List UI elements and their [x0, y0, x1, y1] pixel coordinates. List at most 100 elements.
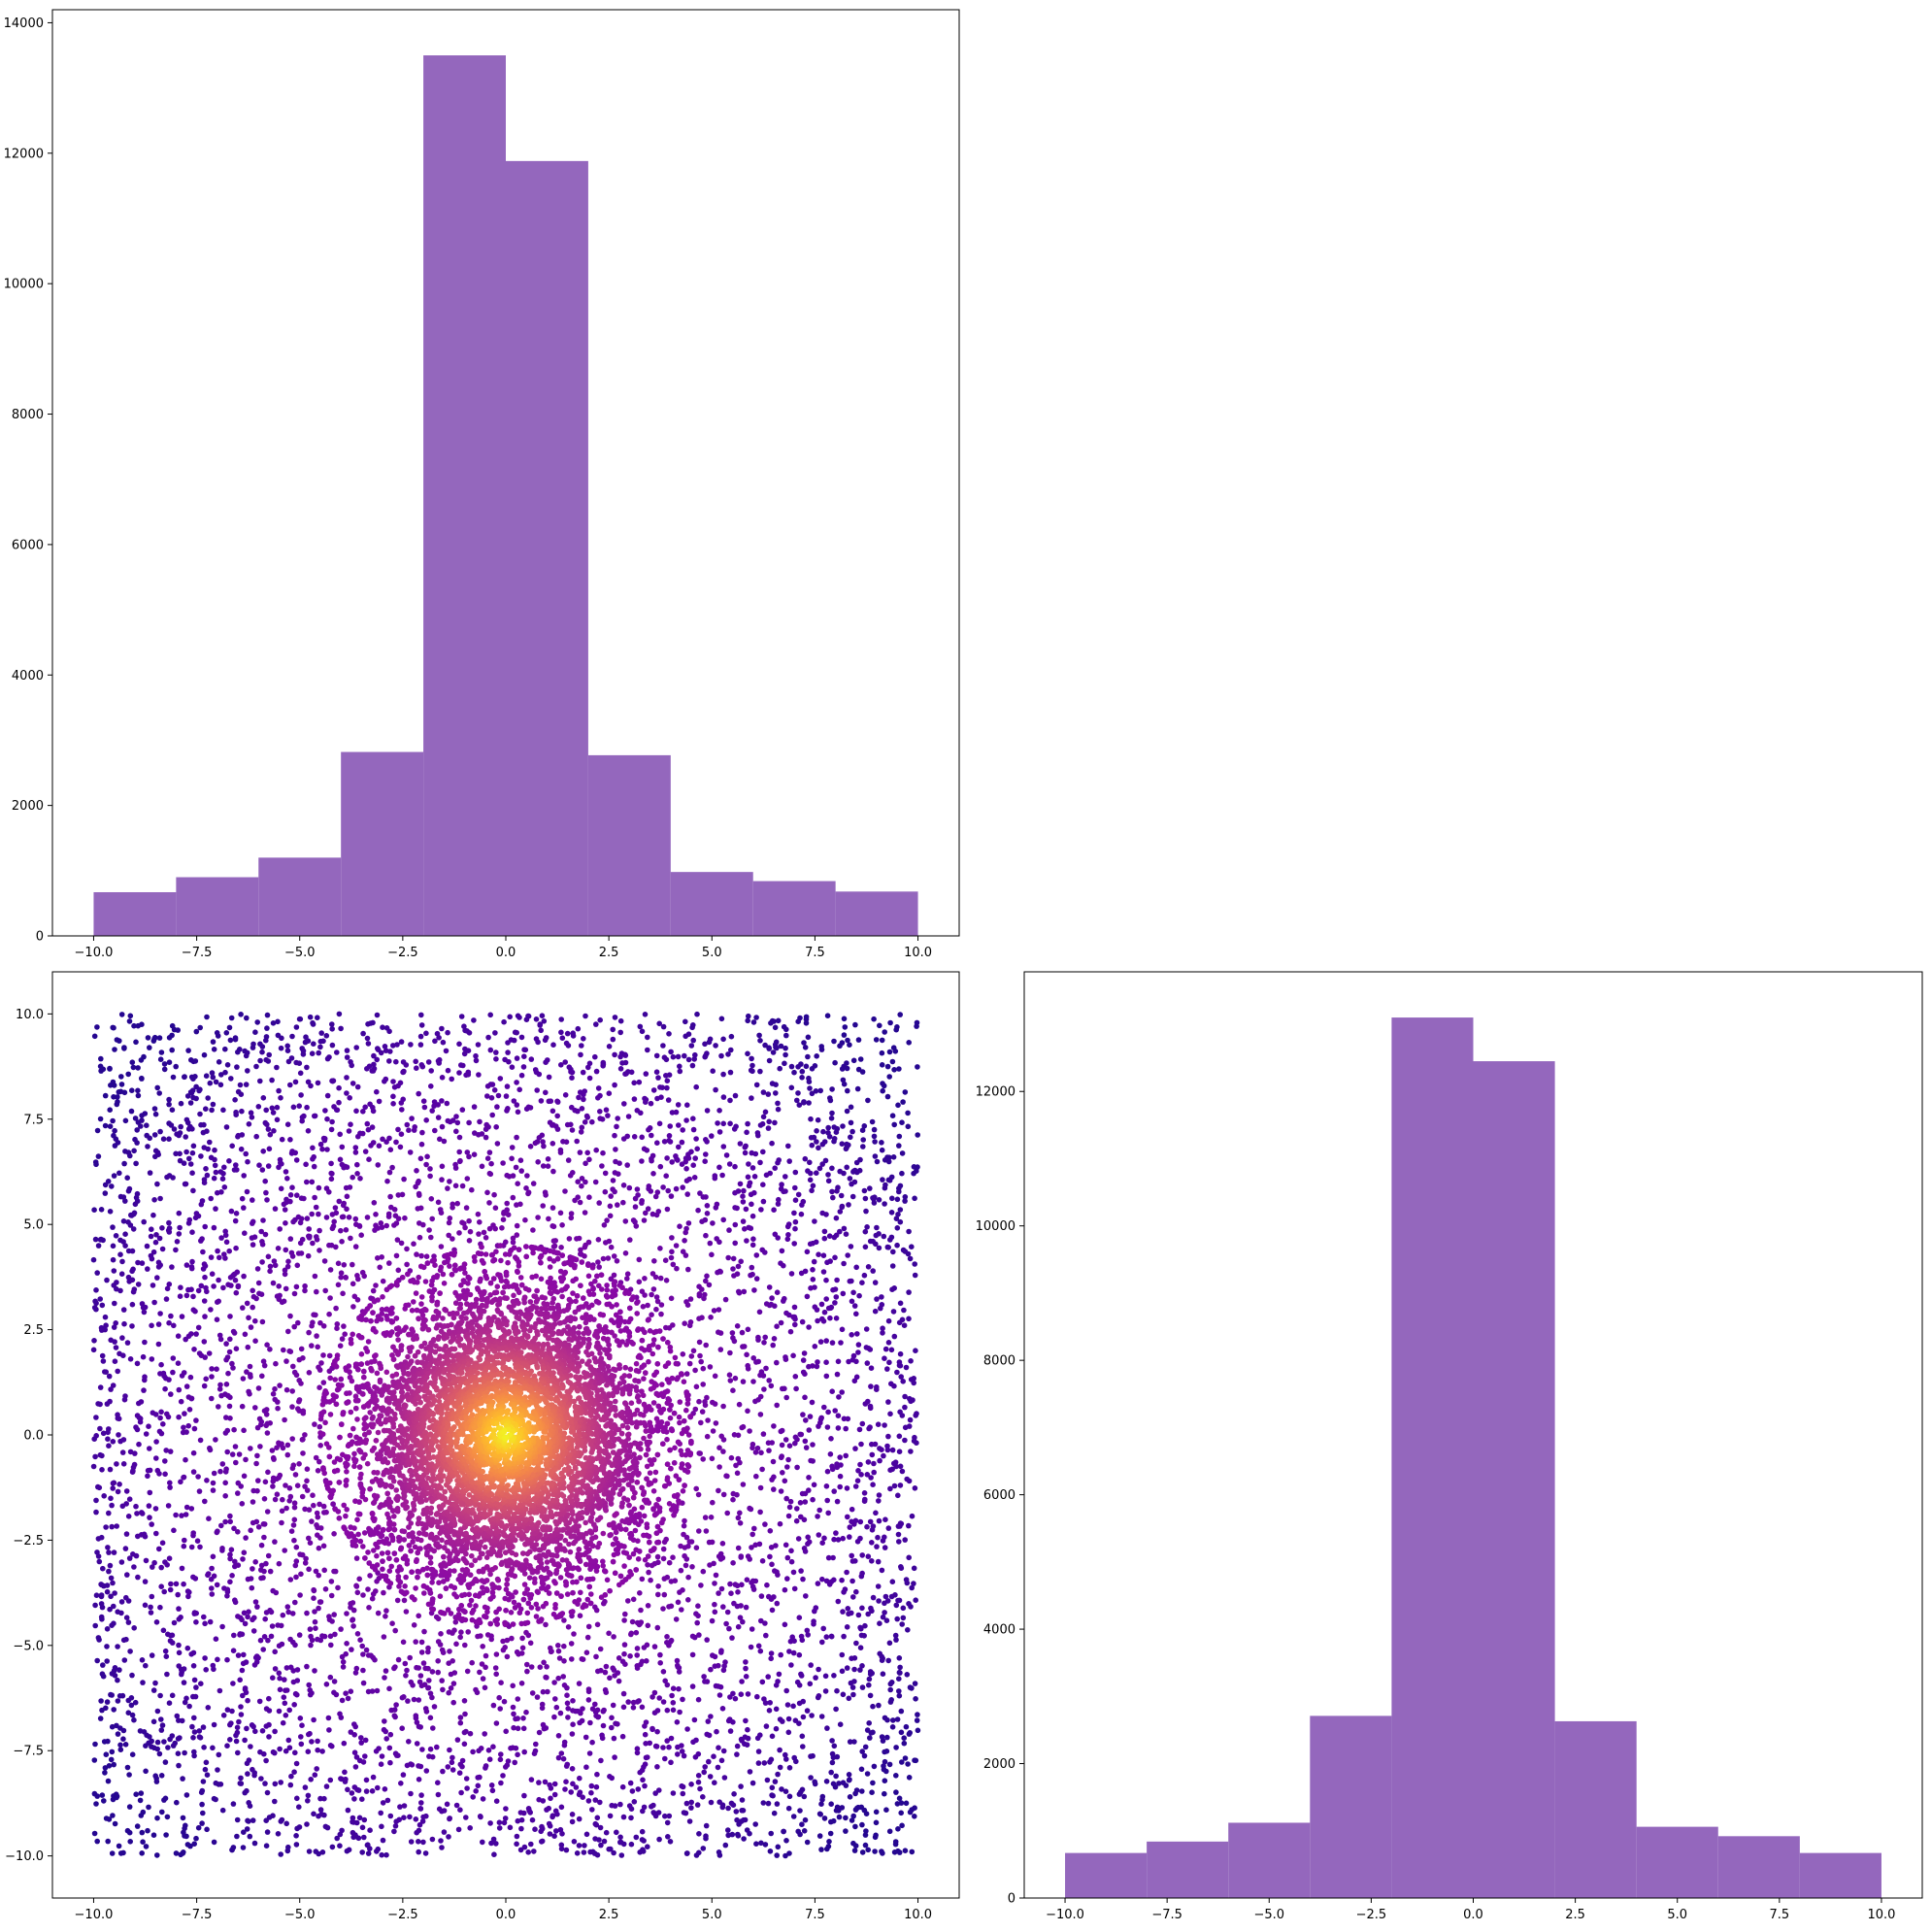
scatter-point — [866, 1459, 872, 1465]
scatter-point — [291, 1105, 297, 1111]
scatter-point — [166, 1220, 172, 1226]
scatter-point — [746, 1161, 751, 1167]
scatter-point — [847, 1042, 852, 1048]
scatter-point — [870, 1268, 876, 1274]
scatter-point — [512, 1760, 517, 1766]
scatter-point — [690, 1162, 696, 1168]
scatter-point — [682, 1553, 687, 1559]
scatter-point — [896, 1676, 902, 1682]
scatter-point — [101, 1798, 107, 1804]
scatter-point — [847, 1696, 852, 1702]
scatter-point — [713, 1610, 718, 1616]
scatter-point — [153, 1240, 159, 1246]
scatter-point — [130, 1249, 136, 1254]
scatter-point — [732, 1164, 738, 1170]
scatter-point — [306, 1128, 312, 1134]
scatter-point — [231, 1427, 237, 1433]
scatter-point — [608, 1814, 614, 1819]
scatter-point — [748, 1769, 753, 1775]
scatter-point — [149, 1610, 154, 1616]
scatter-point — [269, 1610, 275, 1616]
scatter-point — [825, 1410, 831, 1416]
scatter-point — [819, 1714, 825, 1719]
scatter-point — [131, 1226, 137, 1232]
scatter-point — [680, 1161, 685, 1167]
scatter-point — [319, 1147, 325, 1152]
scatter-point — [896, 1688, 902, 1694]
scatter-point — [769, 1383, 775, 1389]
scatter-point — [491, 1703, 497, 1709]
scatter-point — [255, 1266, 261, 1272]
scatter-point — [897, 1655, 903, 1661]
scatter-point — [559, 1222, 565, 1228]
scatter-point — [702, 1764, 708, 1770]
scatter-point — [617, 1054, 623, 1060]
scatter-point — [314, 1569, 319, 1575]
scatter-point — [320, 1849, 326, 1855]
scatter-point — [791, 1814, 797, 1819]
scatter-point — [874, 1810, 880, 1815]
y-tick-label: 14000 — [4, 17, 44, 31]
scatter-point — [123, 1501, 129, 1507]
scatter-point — [860, 1684, 866, 1690]
scatter-point — [355, 1590, 361, 1596]
scatter-point — [123, 1546, 129, 1551]
scatter-point — [829, 1166, 835, 1172]
scatter-point — [547, 1075, 552, 1081]
scatter-point — [550, 1042, 556, 1048]
scatter-point — [510, 1683, 516, 1689]
scatter-point — [91, 1338, 97, 1344]
scatter-point — [876, 1703, 882, 1709]
scatter-point — [757, 1732, 763, 1738]
scatter-point — [837, 1815, 843, 1820]
scatter-point — [819, 1302, 825, 1308]
scatter-point — [869, 1558, 875, 1564]
scatter-point — [405, 1122, 411, 1128]
scatter-point — [119, 1259, 125, 1265]
scatter-point — [841, 1291, 847, 1297]
scatter-point — [909, 1807, 915, 1813]
scatter-point — [462, 1698, 468, 1704]
scatter-point — [552, 1696, 558, 1702]
scatter-point — [896, 1066, 902, 1072]
scatter-point — [239, 1781, 245, 1786]
scatter-point — [489, 1095, 495, 1101]
scatter-point — [404, 1062, 410, 1068]
scatter-point — [223, 1341, 229, 1347]
scatter-point — [478, 1814, 483, 1819]
scatter-point — [489, 1782, 495, 1788]
scatter-point — [328, 1743, 334, 1749]
scatter-point — [448, 1119, 453, 1125]
scatter-point — [330, 1226, 336, 1232]
scatter-point — [157, 1311, 163, 1316]
scatter-point — [744, 1352, 749, 1358]
scatter-point — [188, 1161, 194, 1167]
scatter-point — [664, 1640, 670, 1646]
scatter-point — [897, 1434, 903, 1440]
scatter-point — [360, 1109, 366, 1115]
scatter-point — [105, 1739, 111, 1745]
scatter-point — [344, 1227, 350, 1233]
scatter-point — [388, 1732, 394, 1738]
scatter-point — [676, 1122, 682, 1128]
scatter-point — [767, 1708, 773, 1714]
scatter-point — [645, 1148, 650, 1153]
scatter-point — [710, 1500, 716, 1506]
scatter-point — [100, 1792, 106, 1798]
scatter-point — [272, 1386, 278, 1392]
scatter-point — [684, 1726, 690, 1732]
scatter-point — [809, 1188, 815, 1194]
scatter-point — [515, 1055, 520, 1061]
scatter-point — [162, 1458, 168, 1464]
scatter-point — [677, 1589, 683, 1595]
scatter-point — [277, 1709, 283, 1715]
scatter-point — [167, 1229, 173, 1235]
scatter-point — [619, 1852, 625, 1858]
scatter-point — [473, 1687, 479, 1693]
scatter-point — [250, 1045, 256, 1050]
scatter-point — [483, 1653, 489, 1659]
scatter-point — [824, 1634, 830, 1640]
scatter-point — [140, 1680, 146, 1685]
scatter-point — [881, 1615, 886, 1620]
scatter-point — [241, 1376, 247, 1382]
